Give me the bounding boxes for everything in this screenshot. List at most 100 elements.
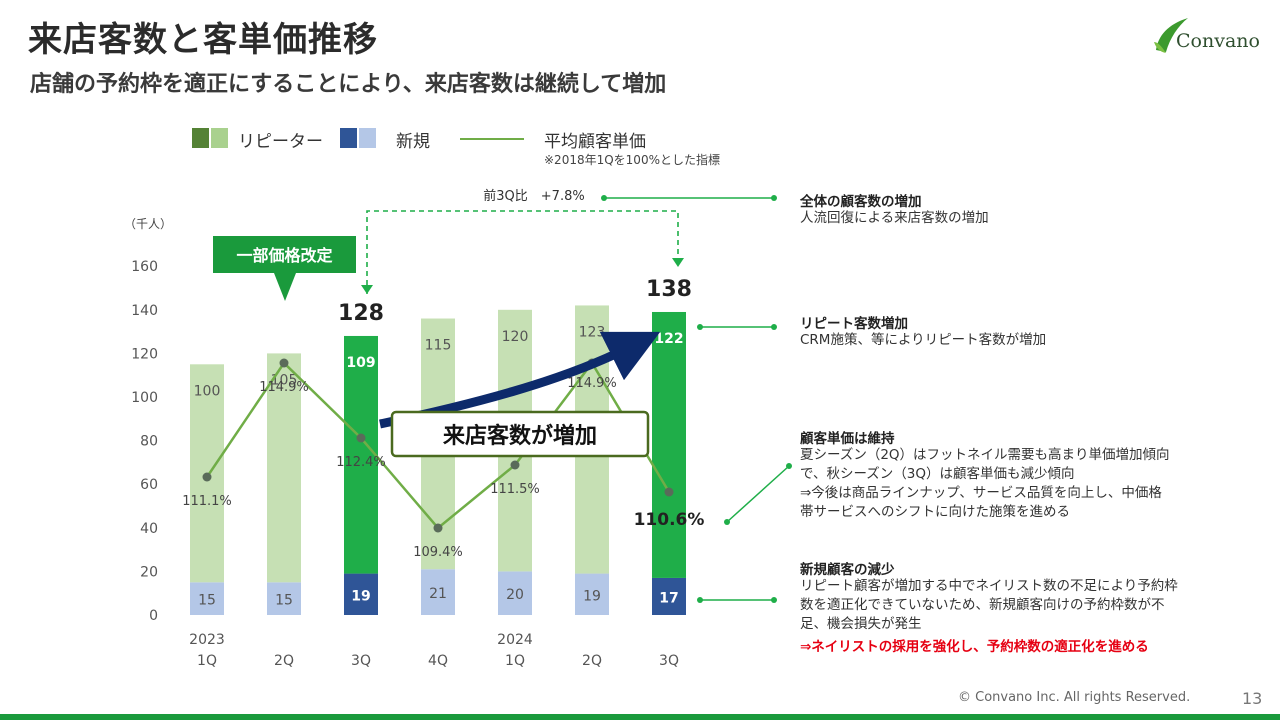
qoq-arrow-right (672, 258, 684, 267)
bar-label-new: 19 (351, 588, 370, 604)
bottom-bar (0, 714, 1280, 720)
legend-label-new: 新規 (396, 132, 430, 152)
bar-new (267, 582, 301, 615)
bar-repeater (267, 353, 301, 583)
legend-note: ※2018年1Qを100%とした指標 (544, 153, 720, 167)
bar-new (344, 573, 378, 615)
visitors-up-label: 来店客数が増加 (442, 423, 597, 449)
bar-new (652, 577, 686, 615)
avg-price-label: 111.1% (182, 494, 232, 509)
x-tick-label: 1Q (505, 653, 525, 669)
legend-label-repeater: リピーター (238, 132, 323, 152)
connector-total-dot-end (771, 195, 777, 201)
bar-total-label: 138 (646, 277, 692, 302)
connector-new-dot-end (771, 597, 777, 603)
page-title: 来店客数と客単価推移 (28, 20, 378, 60)
annotation-total-title: 全体の顧客数の増加 (800, 194, 922, 210)
annotation-price-line-3: ⇒今後は商品ラインナップ、サービス品質を向上し、中価格 (800, 485, 1162, 501)
annotation-price-line-2: で、秋シーズン（3Q）は顧客単価も減少傾向 (800, 466, 1075, 482)
bar-label-new: 15 (198, 593, 216, 609)
leaf-icon (1154, 18, 1188, 53)
x-year-label: 2024 (497, 632, 533, 648)
annotation-new-line-1: リピート顧客が増加する中でネイリスト数の不足により予約枠 (800, 578, 1178, 594)
qoq-label: 前3Q比 +7.8% (483, 188, 584, 204)
bar-new (190, 582, 224, 615)
bar-new (575, 573, 609, 615)
bar-label-new: 19 (583, 588, 601, 604)
bar-new (498, 571, 532, 615)
annotation-total-line: 人流回復による来店客数の増加 (800, 210, 989, 226)
y-tick-label: 80 (140, 434, 158, 450)
y-tick-label: 60 (140, 477, 158, 493)
avg-price-label: 112.4% (336, 455, 386, 470)
legend-swatch-new-dark (340, 128, 357, 148)
connector-price (726, 465, 790, 523)
y-tick-label: 20 (140, 564, 158, 580)
x-tick-label: 3Q (351, 653, 371, 669)
visitors-up-box (390, 410, 650, 458)
avg-price-point (279, 358, 289, 368)
bar-label-repeater: 122 (654, 331, 683, 347)
avg-price-point (433, 523, 443, 533)
avg-price-label: 114.9% (259, 380, 309, 395)
annotation-price-line-4: 帯サービスへのシフトに向けた施策を進める (800, 504, 1070, 520)
x-tick-label: 3Q (659, 653, 679, 669)
x-tick-label: 4Q (428, 653, 448, 669)
y-tick-label: 120 (131, 346, 158, 362)
avg-price-label: 111.5% (490, 482, 540, 497)
legend-swatch-repeater-dark (192, 128, 209, 148)
price-revision-callout (213, 236, 356, 273)
bar-label-repeater: 109 (346, 355, 375, 371)
qoq-arrow-left (361, 285, 373, 294)
annotation-price-line-1: 夏シーズン（2Q）はフットネイル需要も高まり単価増加傾向 (800, 447, 1170, 463)
bar-new (421, 569, 455, 615)
avg-price-label: 109.4% (413, 545, 463, 560)
company-logo: Convano (1152, 16, 1270, 60)
connector-new-dot-start (697, 597, 703, 603)
legend-label-avg-price: 平均顧客単価 (544, 132, 646, 152)
annotation-price-title: 顧客単価は維持 (800, 431, 895, 447)
bar-repeater (344, 335, 378, 574)
price-revision-pointer (274, 273, 296, 301)
legend-swatch-repeater-light (211, 128, 228, 148)
avg-price-label: 114.9% (567, 376, 617, 391)
avg-price-point (510, 460, 520, 470)
price-revision-label: 一部価格改定 (236, 246, 332, 265)
avg-price-point (664, 487, 674, 497)
bar-label-new: 15 (275, 593, 293, 609)
bar-total-label: 128 (338, 301, 384, 326)
y-tick-label: 40 (140, 521, 158, 537)
annotation-new-title: 新規顧客の減少 (800, 562, 895, 578)
copyright: © Convano Inc. All rights Reserved. (958, 690, 1191, 705)
qoq-bracket (366, 210, 679, 294)
page-subtitle: 店舗の予約枠を適正にすることにより、来店客数は継続して増加 (30, 72, 667, 97)
x-year-label: 2023 (189, 632, 225, 648)
bar-label-new: 17 (659, 590, 678, 606)
annotation-new-action: ⇒ネイリストの採用を強化し、予約枠数の適正化を進める (800, 639, 1149, 655)
avg-price-point (202, 472, 212, 482)
connector-total-dot-start (601, 195, 607, 201)
connector-price-dot-end (786, 463, 792, 469)
annotation-repeat-title: リピート客数増加 (800, 316, 908, 332)
annotation-new-line-2: 数を適正化できていないため、新規顧客向けの予約枠数が不 (800, 597, 1165, 613)
bar-label-repeater: 100 (194, 383, 221, 399)
annotation-repeat-line: CRM施策、等によりリピート客数が増加 (800, 332, 1047, 348)
connector-price-dot-start (724, 519, 730, 525)
legend-swatch-new-light (359, 128, 376, 148)
bar-label-repeater: 105 (271, 372, 298, 388)
y-unit-label: （千人） (124, 217, 172, 231)
legend-line-sample (460, 138, 524, 140)
bar-label-new: 21 (429, 586, 447, 602)
bar-label-repeater: 115 (425, 338, 452, 354)
connector-repeat-dot-start (697, 324, 703, 330)
x-tick-label: 2Q (274, 653, 294, 669)
x-tick-label: 2Q (582, 653, 602, 669)
bar-label-new: 20 (506, 587, 524, 603)
logo-text: Convano (1176, 30, 1260, 52)
page-number: 13 (1242, 689, 1263, 708)
x-tick-label: 1Q (197, 653, 217, 669)
annotation-new-line-3: 足、機会損失が発生 (800, 616, 922, 632)
connector-repeat-dot-end (771, 324, 777, 330)
qoq-label-bg (466, 185, 602, 205)
